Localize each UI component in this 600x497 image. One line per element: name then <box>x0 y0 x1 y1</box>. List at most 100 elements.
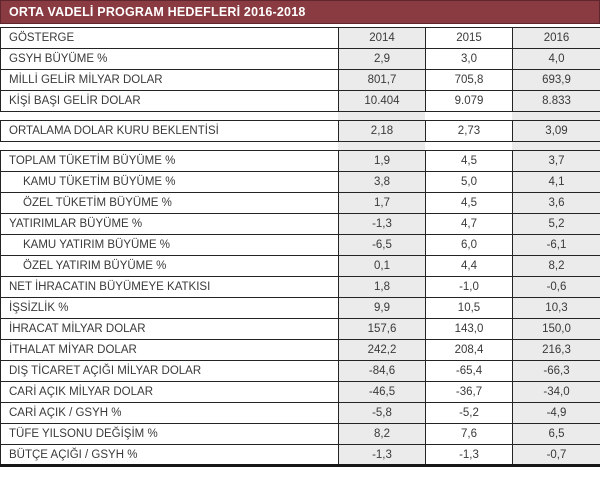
table-row: CARİ AÇIK / GSYH % -5,8 -5,2 -4,9 <box>0 402 600 424</box>
value-cell: 4,5 <box>425 150 513 172</box>
divider-strip <box>338 112 425 120</box>
section-divider <box>0 112 600 120</box>
row-label: KAMU YATIRIM BÜYÜME % <box>0 234 339 256</box>
value-cell: 6,5 <box>512 423 600 445</box>
row-label: ORTALAMA DOLAR KURU BEKLENTİSİ <box>0 120 339 142</box>
value-cell: 10,5 <box>425 297 513 319</box>
value-cell: 9.079 <box>425 90 513 112</box>
table-row: BÜTÇE AÇIĞI / GSYH % -1,3 -1,3 -0,7 <box>0 444 600 466</box>
table-row: CARİ AÇIK MİLYAR DOLAR -46,5 -36,7 -34,0 <box>0 381 600 403</box>
value-cell: 3,7 <box>512 150 600 172</box>
value-cell: 242,2 <box>338 339 426 361</box>
value-cell: 216,3 <box>512 339 600 361</box>
row-label: ÖZEL YATIRIM BÜYÜME % <box>0 255 339 277</box>
row-label: TOPLAM TÜKETİM BÜYÜME % <box>0 150 339 172</box>
value-cell: 2,9 <box>338 48 426 70</box>
table-row: KAMU TÜKETİM BÜYÜME % 3,8 5,0 4,1 <box>0 171 600 193</box>
value-cell: 157,6 <box>338 318 426 340</box>
table-row: NET İHRACATIN BÜYÜMEYE KATKISI 1,8 -1,0 -0,… <box>0 276 600 298</box>
divider-strip <box>0 112 338 120</box>
table-row: KİŞİ BAŞI GELİR DOLAR 10.404 9.079 8.833 <box>0 90 600 112</box>
value-cell: 5,0 <box>425 171 513 193</box>
page: ORTA VADELİ PROGRAM HEDEFLERİ 2016-2018 … <box>0 0 600 467</box>
value-cell: -0,6 <box>512 276 600 298</box>
section-divider <box>0 142 600 150</box>
value-cell: -1,3 <box>425 444 513 466</box>
table-section-1: GÖSTERGE 2014 2015 2016 GSYH BÜYÜME % 2,9 3,0 4… <box>0 27 600 112</box>
value-cell: 3,6 <box>512 192 600 214</box>
row-label: İTHALAT MİYAR DOLAR <box>0 339 339 361</box>
table-row: ÖZEL TÜKETİM BÜYÜME % 1,7 4,5 3,6 <box>0 192 600 214</box>
value-cell: -0,7 <box>512 444 600 466</box>
table-row: TÜFE YILSONU DEĞİŞİM % 8,2 7,6 6,5 <box>0 423 600 445</box>
table-row: YATIRIMLAR BÜYÜME % -1,3 4,7 5,2 <box>0 213 600 235</box>
value-cell: -6,1 <box>512 234 600 256</box>
value-cell: 693,9 <box>512 69 600 91</box>
table-row: İTHALAT MİYAR DOLAR 242,2 208,4 216,3 <box>0 339 600 361</box>
value-cell: 0,1 <box>338 255 426 277</box>
value-cell: 143,0 <box>425 318 513 340</box>
value-cell: 8,2 <box>338 423 426 445</box>
row-label: İŞSİZLİK % <box>0 297 339 319</box>
value-cell: 801,7 <box>338 69 426 91</box>
value-cell: -5,8 <box>338 402 426 424</box>
row-label: BÜTÇE AÇIĞI / GSYH % <box>0 444 339 466</box>
column-header-row: GÖSTERGE 2014 2015 2016 <box>0 27 600 49</box>
value-cell: -65,4 <box>425 360 513 382</box>
value-cell: -66,3 <box>512 360 600 382</box>
value-cell: 1,8 <box>338 276 426 298</box>
table-row: DIŞ TİCARET AÇIĞI MİLYAR DOLAR -84,6 -65,4… <box>0 360 600 382</box>
value-cell: -34,0 <box>512 381 600 403</box>
value-cell: 2,18 <box>338 120 426 142</box>
value-cell: -6,5 <box>338 234 426 256</box>
row-label: DIŞ TİCARET AÇIĞI MİLYAR DOLAR <box>0 360 339 382</box>
value-cell: 4,0 <box>512 48 600 70</box>
value-cell: -1,3 <box>338 444 426 466</box>
divider-strip <box>512 112 600 120</box>
value-cell: -1,3 <box>338 213 426 235</box>
divider-strip <box>338 142 425 150</box>
row-label: CARİ AÇIK / GSYH % <box>0 402 339 424</box>
table-row: KAMU YATIRIM BÜYÜME % -6,5 6,0 -6,1 <box>0 234 600 256</box>
value-cell: 7,6 <box>425 423 513 445</box>
value-cell: 705,8 <box>425 69 513 91</box>
row-label: GSYH BÜYÜME % <box>0 48 339 70</box>
column-header-year: 2015 <box>425 27 513 49</box>
column-header-label: GÖSTERGE <box>0 27 339 49</box>
table-sections: GÖSTERGE 2014 2015 2016 GSYH BÜYÜME % 2,9 3,0 4… <box>0 27 600 467</box>
value-cell: 10.404 <box>338 90 426 112</box>
divider-strip <box>512 142 600 150</box>
row-label: YATIRIMLAR BÜYÜME % <box>0 213 339 235</box>
value-cell: 2,73 <box>425 120 513 142</box>
value-cell: -5,2 <box>425 402 513 424</box>
value-cell: 208,4 <box>425 339 513 361</box>
table-row: İŞSİZLİK % 9,9 10,5 10,3 <box>0 297 600 319</box>
table-row: ÖZEL YATIRIM BÜYÜME % 0,1 4,4 8,2 <box>0 255 600 277</box>
value-cell: 5,2 <box>512 213 600 235</box>
value-cell: -84,6 <box>338 360 426 382</box>
value-cell: 1,9 <box>338 150 426 172</box>
value-cell: -46,5 <box>338 381 426 403</box>
value-cell: 3,8 <box>338 171 426 193</box>
table-row: ORTALAMA DOLAR KURU BEKLENTİSİ 2,18 2,73 3,… <box>0 120 600 142</box>
row-label: KİŞİ BAŞI GELİR DOLAR <box>0 90 339 112</box>
value-cell: 4,5 <box>425 192 513 214</box>
table-row: TOPLAM TÜKETİM BÜYÜME % 1,9 4,5 3,7 <box>0 150 600 172</box>
value-cell: -4,9 <box>512 402 600 424</box>
row-label: KAMU TÜKETİM BÜYÜME % <box>0 171 339 193</box>
value-cell: 4,4 <box>425 255 513 277</box>
row-label: İHRACAT MİLYAR DOLAR <box>0 318 339 340</box>
value-cell: 4,1 <box>512 171 600 193</box>
value-cell: 3,0 <box>425 48 513 70</box>
value-cell: 1,7 <box>338 192 426 214</box>
row-label: CARİ AÇIK MİLYAR DOLAR <box>0 381 339 403</box>
row-label: ÖZEL TÜKETİM BÜYÜME % <box>0 192 339 214</box>
table-title: ORTA VADELİ PROGRAM HEDEFLERİ 2016-2018 <box>9 5 306 19</box>
table-section-3: TOPLAM TÜKETİM BÜYÜME % 1,9 4,5 3,7 KAMU TÜK… <box>0 150 600 467</box>
value-cell: 4,7 <box>425 213 513 235</box>
value-cell: -1,0 <box>425 276 513 298</box>
row-label: MİLLİ GELİR MİLYAR DOLAR <box>0 69 339 91</box>
value-cell: 3,09 <box>512 120 600 142</box>
table-row: MİLLİ GELİR MİLYAR DOLAR 801,7 705,8 693,9 <box>0 69 600 91</box>
value-cell: 8.833 <box>512 90 600 112</box>
